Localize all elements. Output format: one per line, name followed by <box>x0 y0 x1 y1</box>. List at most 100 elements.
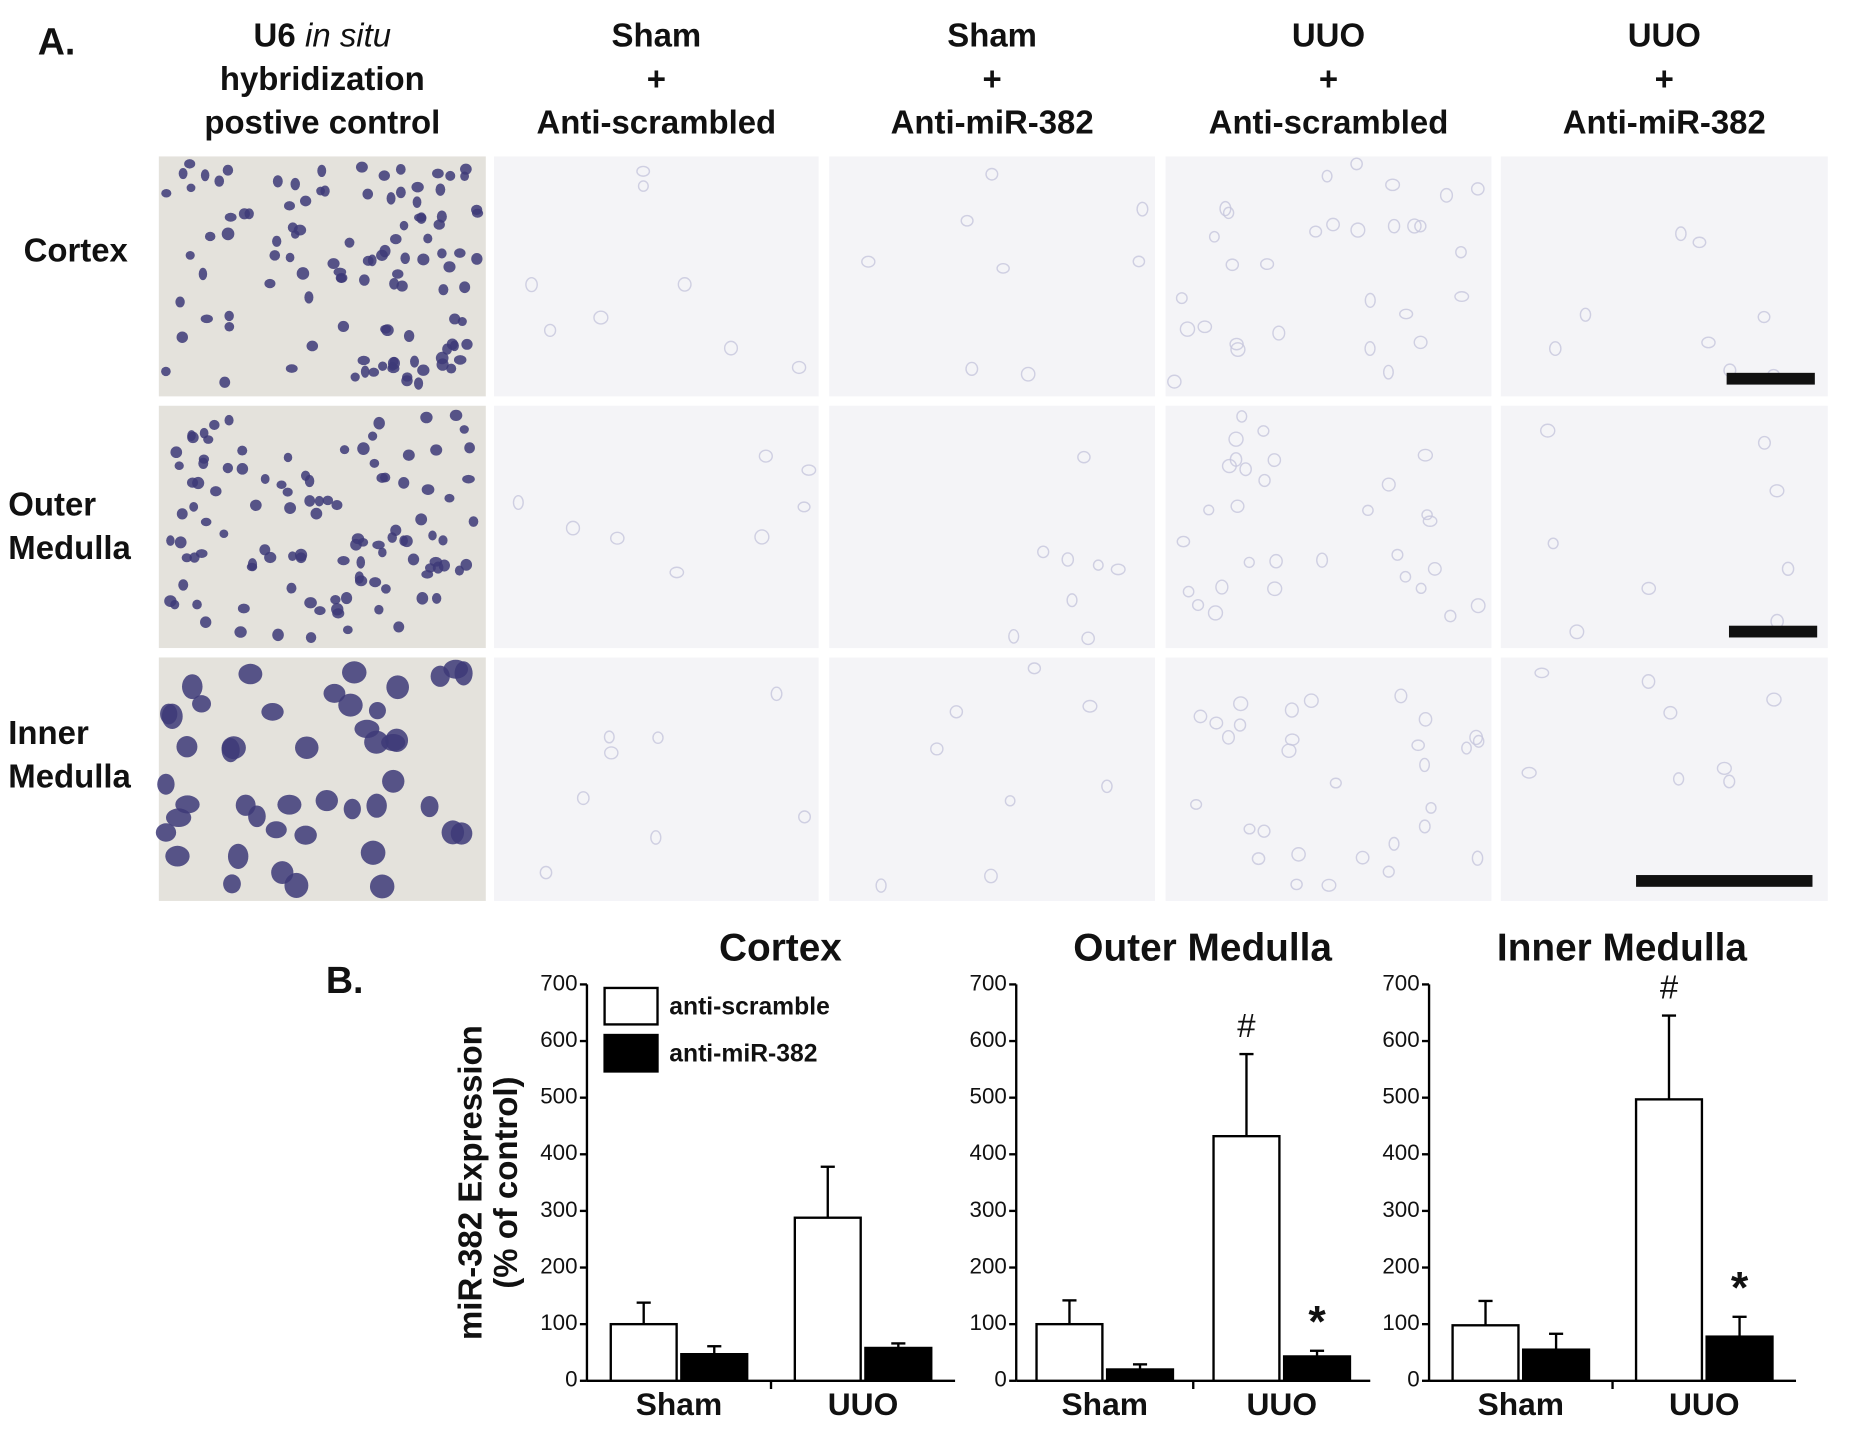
y-tick-label: 400 <box>1382 1140 1419 1165</box>
nucleus <box>1548 341 1562 357</box>
nucleus <box>295 736 319 759</box>
nucleus <box>200 616 212 628</box>
nucleus <box>1382 364 1394 380</box>
nucleus <box>369 458 380 468</box>
nucleus <box>415 513 428 526</box>
nucleus <box>359 274 370 286</box>
nucleus <box>200 314 213 324</box>
nucleus <box>1675 226 1687 242</box>
nucleus <box>1472 734 1485 748</box>
nucleus <box>341 592 353 605</box>
nucleus <box>166 535 175 546</box>
nucleus <box>677 277 692 292</box>
nucleus <box>1439 187 1454 203</box>
nucleus <box>368 701 386 720</box>
nucleus <box>387 363 400 374</box>
micrograph <box>1165 657 1492 901</box>
nucleus <box>1364 341 1376 357</box>
micrograph <box>494 657 819 901</box>
annotation: # <box>1237 1007 1256 1044</box>
nucleus <box>1260 258 1275 271</box>
nucleus <box>443 261 456 273</box>
legend-label: anti-miR-382 <box>669 1041 817 1068</box>
nucleus <box>1391 548 1404 561</box>
nucleus <box>247 558 258 571</box>
nucleus <box>198 267 208 281</box>
nucleus <box>1101 779 1113 794</box>
nucleus <box>471 204 483 216</box>
nucleus <box>342 661 367 684</box>
nucleus <box>1291 847 1306 862</box>
nucleus <box>435 183 446 196</box>
micrograph <box>494 405 819 649</box>
micrograph <box>1165 405 1492 649</box>
x-tick-label: Sham <box>636 1386 722 1422</box>
nucleus <box>1257 425 1270 437</box>
nucleus <box>1066 593 1078 608</box>
nucleus <box>294 825 317 845</box>
nucleus <box>791 360 807 375</box>
nucleus <box>1316 552 1329 568</box>
nucleus <box>1329 777 1342 789</box>
nucleus <box>209 419 220 430</box>
nucleus <box>1092 559 1104 571</box>
nucleus <box>271 861 294 885</box>
y-tick-label: 200 <box>1382 1253 1419 1278</box>
nucleus <box>411 181 424 193</box>
nucleus <box>380 324 392 334</box>
nucleus <box>378 547 387 558</box>
nucleus <box>770 686 783 702</box>
nucleus <box>304 495 316 507</box>
nucleus <box>1641 674 1656 689</box>
nucleus <box>331 499 343 511</box>
nucleus <box>1766 692 1782 707</box>
header-text: hybridization <box>220 60 425 97</box>
nucleus <box>1781 561 1795 576</box>
nucleus <box>284 201 295 211</box>
bar <box>1035 1322 1104 1382</box>
nucleus <box>283 452 293 463</box>
nucleus <box>186 477 199 488</box>
bar <box>1105 1368 1175 1382</box>
nucleus <box>1136 201 1149 217</box>
nucleus <box>1176 535 1191 548</box>
micrograph <box>494 156 819 397</box>
column-header: UUO <box>1628 16 1701 53</box>
nucleus <box>435 351 449 365</box>
nucleus <box>184 159 196 169</box>
nucleus <box>460 171 469 182</box>
annotation: * <box>1308 1298 1326 1347</box>
nucleus <box>174 461 184 471</box>
nucleus <box>1061 552 1075 567</box>
nucleus <box>1221 458 1237 474</box>
nucleus <box>161 703 183 729</box>
nucleus <box>1251 852 1266 866</box>
nucleus <box>330 594 341 605</box>
nucleus <box>410 355 419 368</box>
x-tick-label: UUO <box>1669 1386 1740 1422</box>
nucleus <box>454 661 473 686</box>
nucleus <box>374 604 384 615</box>
y-tick-label: 0 <box>1407 1367 1419 1392</box>
nucleus <box>222 164 234 176</box>
nucleus <box>437 248 447 259</box>
nucleus <box>1413 335 1428 350</box>
nucleus <box>224 212 237 222</box>
nucleus <box>438 284 449 296</box>
nucleus <box>186 183 196 193</box>
y-tick-label: 200 <box>970 1253 1007 1278</box>
y-axis-label: (% of control) <box>487 1077 524 1289</box>
y-tick-label: 700 <box>540 970 577 995</box>
nucleus <box>249 499 262 511</box>
micrograph <box>1500 405 1828 649</box>
nucleus <box>175 296 185 308</box>
nucleus <box>460 558 473 571</box>
nucleus <box>1422 515 1438 527</box>
nucleus <box>1321 169 1333 183</box>
nucleus <box>362 255 374 266</box>
nucleus <box>861 255 876 268</box>
nucleus <box>221 227 235 241</box>
nucleus <box>204 231 216 242</box>
nucleus <box>219 376 231 388</box>
